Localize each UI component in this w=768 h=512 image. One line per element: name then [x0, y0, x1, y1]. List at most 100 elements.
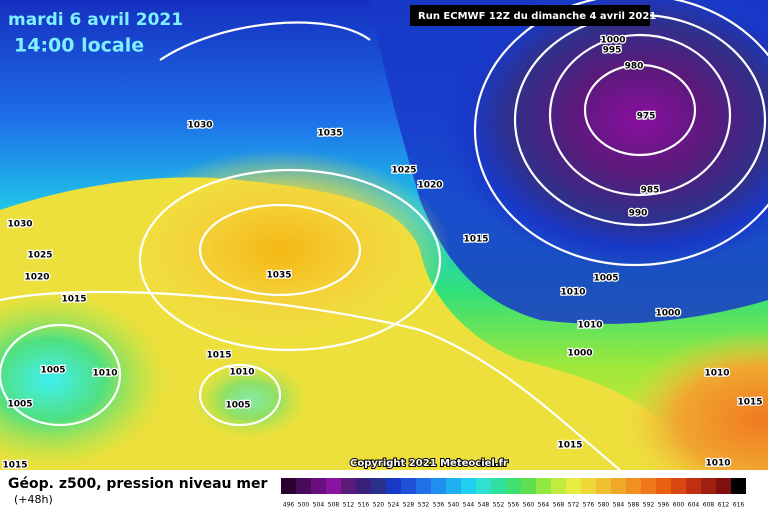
colorbar-swatch [716, 478, 731, 494]
isobar-label: 1015 [463, 235, 488, 245]
colorbar-label: 596 [658, 502, 670, 509]
colorbar-swatch [566, 478, 581, 494]
colorbar-swatch [386, 478, 401, 494]
run-info: Run ECMWF 12Z du dimanche 4 avril 2021 [418, 11, 656, 22]
colorbar-swatch [596, 478, 611, 494]
colorbar-swatch [446, 478, 461, 494]
colorbar-label: 616 [733, 502, 745, 509]
isobar-label: 1010 [577, 321, 602, 331]
isobar-label: 1020 [417, 181, 442, 191]
isobar-label: 1005 [593, 274, 618, 284]
isobar-label: 1000 [567, 349, 592, 359]
colorbar-swatch [536, 478, 551, 494]
colorbar-label: 548 [478, 502, 490, 509]
colorbar-label: 540 [448, 502, 460, 509]
colorbar-swatch [326, 478, 341, 494]
colorbar-label: 524 [388, 502, 400, 509]
colorbar-swatch [581, 478, 596, 494]
colorbar-swatch [656, 478, 671, 494]
colorbar-swatch [701, 478, 716, 494]
isobar-label: 1010 [704, 369, 729, 379]
colorbar-swatch [506, 478, 521, 494]
colorbar-label: 584 [613, 502, 625, 509]
colorbar-label: 592 [643, 502, 655, 509]
colorbar-swatch [281, 478, 296, 494]
local-time: 14:00 locale [14, 35, 144, 57]
isobar-label: 1030 [7, 220, 32, 230]
isobar-label: 1015 [737, 398, 762, 408]
isobar-label: 1000 [600, 36, 625, 46]
colorbar-swatch [431, 478, 446, 494]
colorbar-swatch [671, 478, 686, 494]
isobar-label: 1030 [187, 121, 212, 131]
date: mardi 6 avril 2021 [8, 10, 183, 30]
colorbar-swatch [341, 478, 356, 494]
colorbar-label: 572 [568, 502, 580, 509]
colorbar-label: 496 [283, 502, 295, 509]
colorbar: 496 500 504 508 512 516 520 524 528 532 536 540 544 5… [281, 478, 746, 509]
isobar-label: 1015 [557, 441, 582, 451]
copyright: Copyright 2021 Meteociel.fr [350, 458, 508, 469]
isobar-label: 1015 [61, 295, 86, 305]
colorbar-label: 560 [523, 502, 535, 509]
colorbar-label: 600 [673, 502, 685, 509]
isobar-label: 1010 [705, 459, 730, 469]
isobar-label: 1015 [2, 461, 27, 471]
isobar-label: 985 [641, 186, 660, 196]
isobar-label: 1025 [27, 251, 52, 261]
isobar-label: 1010 [92, 369, 117, 379]
colorbar-swatch [686, 478, 701, 494]
colorbar-swatch [551, 478, 566, 494]
isobar-label: 1025 [391, 166, 416, 176]
colorbar-label: 504 [313, 502, 325, 509]
isobar-label: 1010 [229, 368, 254, 378]
colorbar-swatch [401, 478, 416, 494]
colorbar-label: 512 [343, 502, 355, 509]
colorbar-swatch [416, 478, 431, 494]
colorbar-swatch [521, 478, 536, 494]
isobar-label: 980 [625, 62, 644, 72]
colorbar-label: 576 [583, 502, 595, 509]
colorbar-swatch [356, 478, 371, 494]
isobar-label: 1020 [24, 273, 49, 283]
colorbar-label: 528 [403, 502, 415, 509]
isobar-label: 1005 [7, 400, 32, 410]
run-box [410, 5, 650, 26]
isobar-label: 1035 [266, 271, 291, 281]
colorbar-label: 500 [298, 502, 310, 509]
colorbar-label: 536 [433, 502, 445, 509]
colorbar-label: 612 [718, 502, 730, 509]
colorbar-swatch [311, 478, 326, 494]
colorbar-label: 608 [703, 502, 715, 509]
colorbar-swatch [461, 478, 476, 494]
colorbar-swatch [731, 478, 746, 494]
colorbar-swatch [476, 478, 491, 494]
colorbar-label: 532 [418, 502, 430, 509]
colorbar-label: 552 [493, 502, 505, 509]
isobar-label: 1000 [655, 309, 680, 319]
colorbar-swatch [641, 478, 656, 494]
isobar-label: 1005 [40, 366, 65, 376]
isobar-labels: 1000995980975985990103010351025102010151… [1, 34, 764, 472]
colorbar-swatch [371, 478, 386, 494]
isobar-label: 1005 [225, 401, 250, 411]
colorbar-swatch [611, 478, 626, 494]
isobar-label: 1015 [206, 351, 231, 361]
colorbar-label: 568 [553, 502, 565, 509]
colorbar-label: 544 [463, 502, 475, 509]
colorbar-label: 520 [373, 502, 385, 509]
colorbar-label: 556 [508, 502, 520, 509]
isobar-label: 1010 [560, 288, 585, 298]
colorbar-label: 564 [538, 502, 550, 509]
colorbar-label: 580 [598, 502, 610, 509]
colorbar-label: 588 [628, 502, 640, 509]
footer-title: Géop. z500, pression niveau mer [8, 476, 267, 492]
colorbar-label: 516 [358, 502, 370, 509]
isobar-label: 995 [603, 46, 622, 56]
colorbar-swatch [626, 478, 641, 494]
isobar-label: 1035 [317, 129, 342, 139]
colorbar-label: 604 [688, 502, 700, 509]
isobar-label: 990 [629, 209, 648, 219]
